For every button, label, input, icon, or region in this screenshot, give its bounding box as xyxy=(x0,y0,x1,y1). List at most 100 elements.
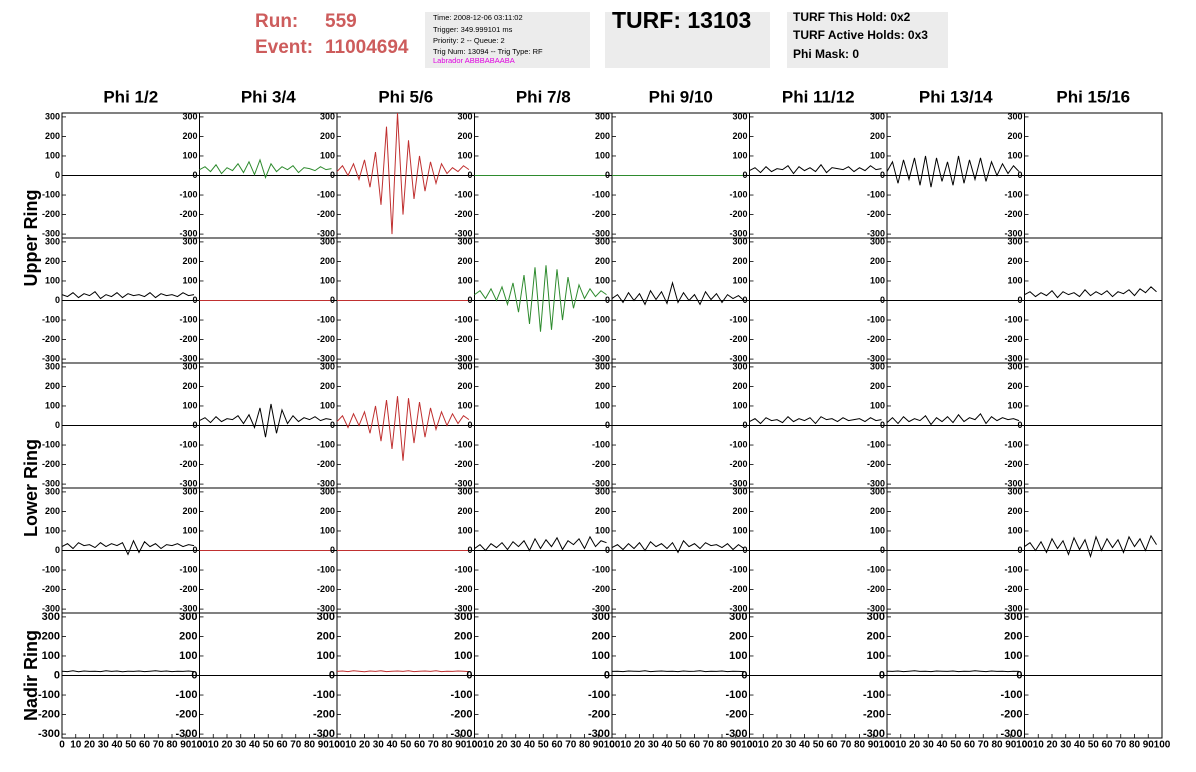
y-tick-label: 100 xyxy=(454,650,472,662)
y-tick-label: -100 xyxy=(867,439,885,449)
x-tick-label: 60 xyxy=(276,740,288,751)
y-tick-label: 100 xyxy=(457,400,472,410)
y-tick-label: -200 xyxy=(42,209,60,219)
y-tick-label: 0 xyxy=(54,669,60,681)
x-tick-label: 80 xyxy=(304,740,316,751)
x-tick-label: 80 xyxy=(166,740,178,751)
ring-label: Nadir Ring xyxy=(21,630,41,721)
turf-box xyxy=(605,12,770,68)
x-tick-label: 20 xyxy=(1046,740,1058,751)
x-tick-label: 0 xyxy=(197,740,203,751)
x-tick-label: 10 xyxy=(483,740,495,751)
column-label: Phi 9/10 xyxy=(649,87,713,106)
y-tick-label: -200 xyxy=(450,708,472,720)
x-tick-label: 10 xyxy=(208,740,220,751)
x-tick-label: 10 xyxy=(895,740,907,751)
y-tick-label: 100 xyxy=(457,150,472,160)
y-tick-label: 0 xyxy=(880,295,885,305)
y-tick-label: -100 xyxy=(179,439,197,449)
y-tick-label: 0 xyxy=(330,170,335,180)
y-tick-label: 100 xyxy=(45,275,60,285)
y-tick-label: 0 xyxy=(466,669,472,681)
y-tick-label: 200 xyxy=(732,256,747,266)
y-tick-label: 100 xyxy=(182,275,197,285)
waveform xyxy=(474,535,607,552)
y-tick-label: 200 xyxy=(182,256,197,266)
y-tick-label: 300 xyxy=(732,111,747,121)
y-tick-label: -300 xyxy=(42,353,60,363)
hold-box xyxy=(787,12,948,68)
y-tick-label: -100 xyxy=(729,189,747,199)
x-tick-label: 50 xyxy=(538,740,550,751)
y-tick-label: 100 xyxy=(1007,275,1022,285)
x-tick-label: 100 xyxy=(191,740,208,751)
y-tick-label: 200 xyxy=(732,381,747,391)
y-tick-label: 0 xyxy=(1017,170,1022,180)
x-tick-label: 90 xyxy=(730,740,742,751)
event-label: Event: xyxy=(255,37,313,58)
y-tick-label: 0 xyxy=(880,420,885,430)
y-tick-label: -300 xyxy=(454,603,472,613)
turf-number: TURF: 13103 xyxy=(612,7,751,33)
info-line: Trig Num: 13094 -- Trig Type: RF xyxy=(433,47,543,56)
y-tick-label: 100 xyxy=(595,525,610,535)
y-tick-label: 300 xyxy=(457,486,472,496)
y-tick-label: -100 xyxy=(450,689,472,701)
y-tick-label: 100 xyxy=(182,150,197,160)
y-tick-label: -100 xyxy=(179,564,197,574)
y-tick-label: 100 xyxy=(320,275,335,285)
x-tick-label: 60 xyxy=(551,740,563,751)
y-tick-label: 300 xyxy=(182,111,197,121)
waveform xyxy=(749,163,882,175)
y-tick-label: -300 xyxy=(313,728,335,740)
y-tick-label: 200 xyxy=(1007,256,1022,266)
x-tick-label: 50 xyxy=(813,740,825,751)
y-tick-label: 200 xyxy=(457,256,472,266)
y-tick-label: 200 xyxy=(457,131,472,141)
y-tick-label: -200 xyxy=(1004,334,1022,344)
y-tick-label: 300 xyxy=(592,611,610,623)
x-tick-label: 80 xyxy=(991,740,1003,751)
y-tick-label: 300 xyxy=(595,111,610,121)
y-tick-label: 100 xyxy=(732,150,747,160)
y-tick-label: -200 xyxy=(454,459,472,469)
y-tick-label: 300 xyxy=(732,486,747,496)
y-tick-label: -300 xyxy=(179,228,197,238)
waveform xyxy=(749,416,882,425)
x-tick-label: 70 xyxy=(978,740,990,751)
x-tick-label: 100 xyxy=(604,740,621,751)
x-tick-label: 80 xyxy=(441,740,453,751)
y-tick-label: 200 xyxy=(45,256,60,266)
y-tick-label: 200 xyxy=(592,630,610,642)
y-tick-label: -300 xyxy=(454,353,472,363)
y-tick-label: 300 xyxy=(457,361,472,371)
x-tick-label: 60 xyxy=(964,740,976,751)
column-label: Phi 5/6 xyxy=(378,87,433,106)
y-tick-label: -200 xyxy=(867,584,885,594)
x-tick-label: 40 xyxy=(524,740,536,751)
x-tick-label: 60 xyxy=(414,740,426,751)
y-tick-label: 0 xyxy=(880,545,885,555)
y-tick-label: 200 xyxy=(1007,506,1022,516)
y-tick-label: -300 xyxy=(450,728,472,740)
y-tick-label: 100 xyxy=(45,400,60,410)
waveform xyxy=(336,396,470,461)
info-line: Trigger: 349.999101 ms xyxy=(433,25,513,34)
y-tick-label: 100 xyxy=(870,525,885,535)
x-tick-label: 70 xyxy=(153,740,165,751)
x-tick-label: 20 xyxy=(909,740,921,751)
y-tick-label: 0 xyxy=(467,295,472,305)
y-tick-label: 300 xyxy=(45,361,60,371)
y-tick-label: 0 xyxy=(329,669,335,681)
y-tick-label: 200 xyxy=(317,630,335,642)
x-tick-label: 30 xyxy=(235,740,247,751)
y-tick-label: 300 xyxy=(729,611,747,623)
y-tick-label: -200 xyxy=(729,334,747,344)
y-tick-label: 200 xyxy=(45,506,60,516)
y-tick-label: -300 xyxy=(179,478,197,488)
x-tick-label: 90 xyxy=(318,740,330,751)
y-tick-label: -200 xyxy=(592,334,610,344)
y-tick-label: -300 xyxy=(592,228,610,238)
run-number: 559 xyxy=(325,11,357,32)
y-tick-label: 0 xyxy=(742,545,747,555)
